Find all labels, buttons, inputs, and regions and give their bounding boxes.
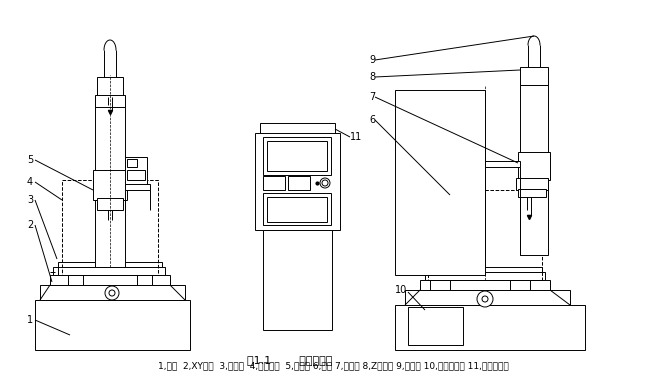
Circle shape	[105, 286, 119, 300]
Bar	[125, 184, 150, 190]
Text: 图1.1        机床外形图: 图1.1 机床外形图	[247, 355, 333, 365]
Bar	[428, 267, 542, 272]
Circle shape	[320, 178, 330, 188]
Bar	[430, 280, 450, 290]
Circle shape	[482, 296, 488, 302]
Text: 4: 4	[27, 177, 33, 187]
Bar	[58, 262, 162, 267]
Circle shape	[109, 290, 115, 296]
Text: 10: 10	[395, 285, 408, 295]
Text: 7: 7	[369, 92, 375, 102]
Bar	[62, 180, 158, 275]
Bar	[95, 97, 125, 267]
Bar	[420, 280, 550, 290]
Text: 8: 8	[369, 72, 375, 82]
Bar	[125, 157, 147, 185]
Text: 1: 1	[27, 315, 33, 325]
Bar	[263, 137, 331, 175]
Text: 6: 6	[369, 115, 375, 125]
Bar	[55, 267, 165, 275]
Bar	[428, 190, 542, 280]
Bar	[127, 170, 145, 180]
Bar	[95, 95, 125, 107]
Bar	[395, 90, 485, 275]
Bar	[267, 141, 327, 171]
Bar	[405, 290, 570, 305]
Bar	[260, 123, 335, 135]
Text: 1,床身  2,XY拖板  3,排水盘  4,工作台面  5,排水罩 6,立柱 7,主轴夹 8,Z轴滑块 9,数控夹 10,工作液系统 11,数控电源箱: 1,床身 2,XY拖板 3,排水盘 4,工作台面 5,排水罩 6,立柱 7,主轴…	[157, 361, 508, 370]
Bar	[267, 197, 327, 222]
Bar	[516, 178, 548, 190]
Bar	[485, 161, 520, 167]
Text: 5: 5	[27, 155, 33, 165]
Bar	[520, 67, 548, 85]
Bar	[40, 285, 185, 300]
Circle shape	[477, 291, 493, 307]
Bar	[263, 230, 332, 330]
Bar	[518, 152, 550, 180]
Bar	[263, 193, 331, 225]
Bar	[127, 159, 137, 167]
Text: 11: 11	[350, 132, 362, 142]
Bar	[255, 133, 340, 230]
Bar	[263, 176, 285, 190]
Bar	[35, 300, 190, 350]
Bar	[68, 275, 83, 285]
Bar	[97, 198, 123, 210]
Bar	[50, 275, 170, 285]
Bar	[93, 170, 127, 200]
Text: 9: 9	[369, 55, 375, 65]
Bar	[510, 280, 530, 290]
Bar	[518, 189, 546, 197]
Text: 3: 3	[27, 195, 33, 205]
Bar	[97, 77, 123, 97]
Circle shape	[322, 180, 328, 186]
Bar	[425, 272, 545, 280]
Bar	[137, 275, 152, 285]
Bar	[408, 307, 463, 345]
Text: 2: 2	[27, 220, 33, 230]
Bar	[520, 85, 548, 255]
Bar	[395, 305, 585, 350]
Bar	[53, 267, 58, 275]
Bar	[288, 176, 310, 190]
